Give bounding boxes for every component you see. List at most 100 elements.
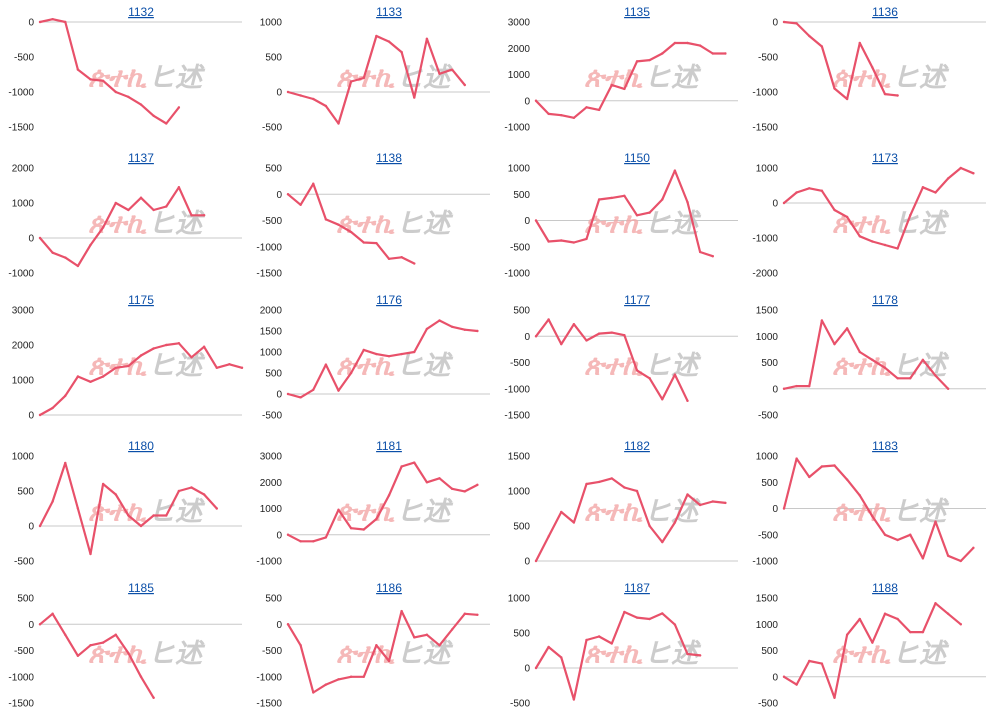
data-point [560, 342, 563, 346]
chart-title-link[interactable]: 1183 [872, 439, 898, 453]
chart-title-link[interactable]: 1136 [872, 5, 898, 19]
chart-title-link[interactable]: 1177 [624, 293, 650, 307]
y-tick-label: -1000 [256, 557, 282, 568]
data-point [240, 366, 244, 369]
chart-panel-1186: 1186 500 0 -500 -1000 -1500 ጵተኪ ヒ述 [248, 576, 496, 716]
data-point [934, 520, 937, 523]
data-point [909, 630, 912, 634]
chart-title-link[interactable]: 1188 [872, 581, 898, 595]
data-point [299, 203, 302, 206]
y-tick-label: 0 [276, 88, 282, 99]
data-point [312, 97, 315, 101]
y-tick-label: 0 [772, 672, 778, 683]
y-tick-label: 0 [28, 411, 34, 422]
chart-title-link[interactable]: 1150 [624, 151, 650, 165]
watermark-logo-left: ጵተኪ [336, 639, 395, 670]
data-point [400, 352, 403, 356]
data-point [51, 612, 54, 615]
data-point [820, 662, 824, 665]
line-chart-1186: 1186 500 0 -500 -1000 -1500 ጵተኪ ヒ述 [256, 581, 490, 710]
chart-title-link[interactable]: 1186 [376, 581, 402, 595]
watermark-logo-right: ヒ述 [396, 497, 454, 528]
data-point [38, 236, 42, 240]
data-point [190, 214, 193, 217]
data-point [127, 514, 130, 517]
data-point [597, 108, 601, 112]
data-point [337, 508, 340, 512]
y-tick-label: 1000 [508, 594, 531, 605]
chart-title-link[interactable]: 1135 [624, 5, 650, 19]
chart-title-link[interactable]: 1137 [128, 151, 154, 165]
data-point [698, 503, 702, 507]
data-point [673, 373, 677, 376]
data-point [547, 318, 550, 321]
data-point [324, 104, 328, 108]
chart-panel-1181: 1181 3000 2000 1000 0 -1000 ጵተኪ ヒ述 [248, 434, 496, 574]
data-point [871, 358, 874, 362]
y-tick-label: 500 [17, 487, 34, 498]
data-point [64, 461, 67, 465]
data-point [152, 114, 155, 118]
y-tick-label: -1500 [752, 123, 778, 134]
y-tick-label: 500 [513, 190, 530, 201]
data-point [972, 546, 975, 550]
data-point [228, 363, 231, 366]
data-point [673, 521, 677, 524]
chart-title-link[interactable]: 1176 [376, 293, 402, 307]
data-point [896, 247, 899, 250]
data-point [623, 486, 626, 489]
series-line [782, 20, 899, 101]
y-tick-label: -500 [262, 646, 282, 657]
data-point [661, 198, 664, 201]
data-point [635, 489, 639, 493]
data-point [425, 633, 429, 636]
chart-title-link[interactable]: 1187 [624, 581, 650, 595]
chart-title-link[interactable]: 1138 [376, 151, 402, 165]
data-point [871, 240, 874, 243]
data-point [572, 241, 576, 244]
chart-title-link[interactable]: 1178 [872, 293, 898, 307]
data-point [547, 535, 550, 538]
data-point [909, 377, 912, 380]
data-point [190, 486, 193, 489]
chart-panel-1133: 1133 1000 500 0 -500 ጵተኪ ヒ述 [248, 0, 496, 140]
chart-title-link[interactable]: 1175 [128, 293, 154, 307]
data-point [808, 659, 811, 663]
y-tick-label: -500 [262, 411, 282, 422]
data-point [698, 654, 702, 657]
watermark-logo-right: ヒ述 [148, 639, 206, 670]
watermark-logo-right: ヒ述 [148, 63, 206, 94]
chart-title-link[interactable]: 1180 [128, 439, 154, 453]
watermark-logo-right: ヒ述 [148, 497, 206, 528]
data-point [572, 116, 576, 120]
data-point [425, 327, 429, 331]
watermark-logo-left: ጵተኪ [832, 497, 891, 528]
y-tick-label: -500 [262, 216, 282, 227]
chart-title-link[interactable]: 1133 [376, 5, 402, 19]
data-point [921, 186, 925, 189]
data-point [547, 240, 550, 243]
chart-title-link[interactable]: 1132 [128, 5, 154, 19]
data-point [597, 635, 601, 638]
y-tick-label: 500 [265, 369, 282, 380]
data-point [64, 394, 67, 397]
chart-title-link[interactable]: 1181 [376, 439, 402, 453]
data-point [946, 387, 950, 390]
chart-title-link[interactable]: 1182 [624, 439, 650, 453]
data-point [349, 371, 353, 375]
data-point [585, 638, 588, 642]
data-point [51, 251, 54, 254]
data-point [661, 52, 664, 55]
data-point [362, 675, 365, 678]
chart-panel-1187: 1187 1000 500 0 -500 ጵተኪ ヒ述 [496, 576, 744, 716]
y-tick-label: 2000 [260, 478, 283, 489]
y-tick-label: -1000 [504, 384, 530, 395]
data-point [585, 339, 588, 342]
chart-title-link[interactable]: 1185 [128, 581, 154, 595]
data-point [610, 642, 613, 645]
chart-title-link[interactable]: 1173 [872, 151, 898, 165]
